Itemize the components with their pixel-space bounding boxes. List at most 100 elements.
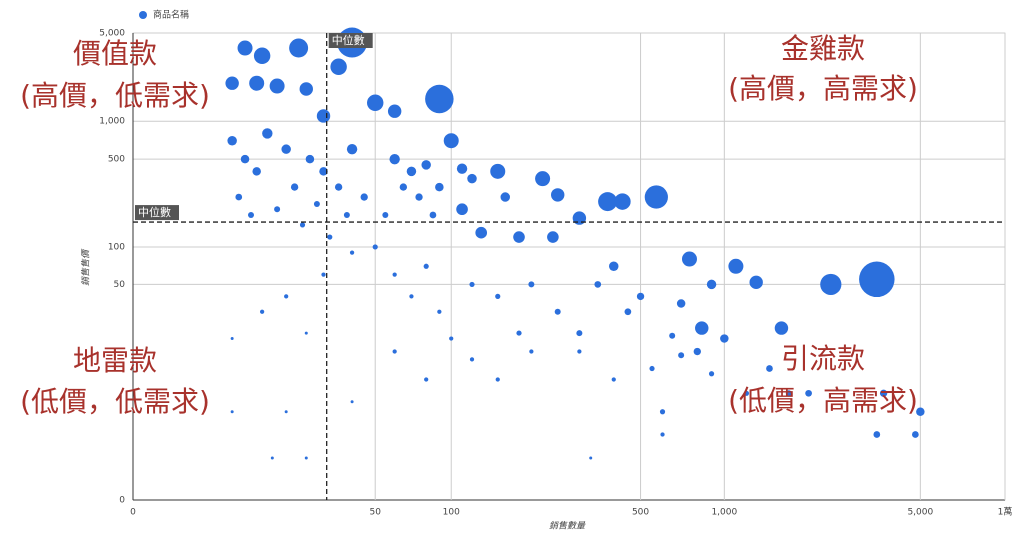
point — [598, 192, 618, 212]
point — [406, 166, 417, 177]
point — [743, 390, 750, 396]
point — [547, 231, 559, 243]
point — [225, 76, 239, 90]
y-tick-label: 5,000 — [99, 29, 125, 39]
point — [475, 226, 488, 239]
point — [720, 334, 729, 343]
point — [676, 299, 686, 308]
point — [644, 185, 668, 209]
point — [916, 407, 925, 416]
legend-marker — [139, 11, 147, 19]
point — [349, 250, 355, 255]
point — [879, 389, 888, 397]
point — [313, 201, 320, 208]
y-tick-label: 500 — [108, 155, 125, 165]
quadrant-title: 地雷款 — [73, 344, 157, 377]
point — [230, 337, 234, 341]
point — [304, 456, 308, 460]
point — [227, 135, 237, 146]
point — [409, 294, 414, 299]
point — [269, 78, 285, 94]
point — [728, 258, 744, 274]
point — [319, 167, 328, 176]
point — [859, 261, 895, 298]
point — [316, 109, 331, 123]
point — [456, 203, 468, 216]
point — [785, 390, 792, 397]
x-tick-label: 1萬 — [998, 506, 1013, 518]
x-tick-label: 0 — [130, 508, 136, 518]
point — [327, 234, 333, 240]
point — [443, 133, 459, 149]
point — [260, 309, 265, 314]
point — [611, 377, 616, 382]
point — [535, 171, 551, 187]
x-tick-label: 5,000 — [907, 508, 933, 518]
point — [659, 409, 666, 415]
y-axis-title: 銷售售價 — [81, 248, 92, 286]
point — [304, 331, 308, 335]
point — [248, 211, 255, 218]
point — [576, 330, 583, 337]
point — [284, 294, 289, 299]
point — [766, 365, 773, 372]
point — [681, 251, 697, 267]
point — [528, 281, 535, 288]
point — [334, 183, 343, 191]
point — [367, 94, 384, 111]
point — [490, 163, 506, 179]
median-label-bg — [328, 33, 373, 48]
point — [609, 261, 619, 272]
quadrant-subtitle: (高價，低需求) — [20, 79, 210, 112]
point — [678, 352, 685, 359]
point — [321, 272, 326, 277]
point — [551, 188, 565, 202]
point — [421, 160, 431, 170]
point — [495, 377, 500, 382]
point — [554, 308, 561, 315]
point — [423, 263, 429, 269]
quadrant-subtitle: (低價，高需求) — [728, 384, 918, 417]
point — [230, 410, 234, 414]
quadrant-subtitle: (低價，低需求) — [20, 385, 210, 418]
x-tick-label: 1,000 — [711, 508, 737, 518]
point — [529, 349, 534, 354]
point — [456, 163, 468, 174]
x-axis-title: 銷售數量 — [549, 521, 586, 532]
point — [589, 456, 593, 460]
point — [289, 38, 309, 58]
point — [469, 281, 475, 288]
point — [392, 349, 397, 354]
point — [387, 104, 402, 118]
point — [415, 193, 423, 201]
y-tick-label: 0 — [119, 496, 125, 506]
point — [237, 40, 253, 56]
point — [429, 211, 437, 219]
point — [437, 309, 442, 314]
point — [346, 143, 358, 155]
point — [649, 365, 655, 372]
y-tick-label: 50 — [114, 280, 126, 290]
point — [343, 211, 350, 218]
point — [516, 330, 522, 336]
point — [513, 231, 525, 243]
point — [360, 193, 368, 201]
point — [693, 347, 701, 356]
x-tick-label: 100 — [443, 508, 460, 518]
point — [372, 244, 378, 250]
quadrant-title: 引流款 — [781, 342, 865, 375]
median-label-bg — [135, 205, 179, 221]
point — [274, 206, 281, 213]
point — [392, 272, 397, 277]
point — [774, 321, 789, 335]
point — [299, 222, 306, 228]
quadrant-title: 價值款 — [73, 37, 157, 70]
point — [399, 183, 408, 191]
point — [262, 128, 273, 139]
quadrant-subtitle: (高價，高需求) — [728, 72, 918, 105]
point — [253, 47, 271, 64]
point — [240, 154, 250, 164]
point — [660, 432, 665, 437]
legend-label: 商品名稱 — [153, 9, 189, 21]
